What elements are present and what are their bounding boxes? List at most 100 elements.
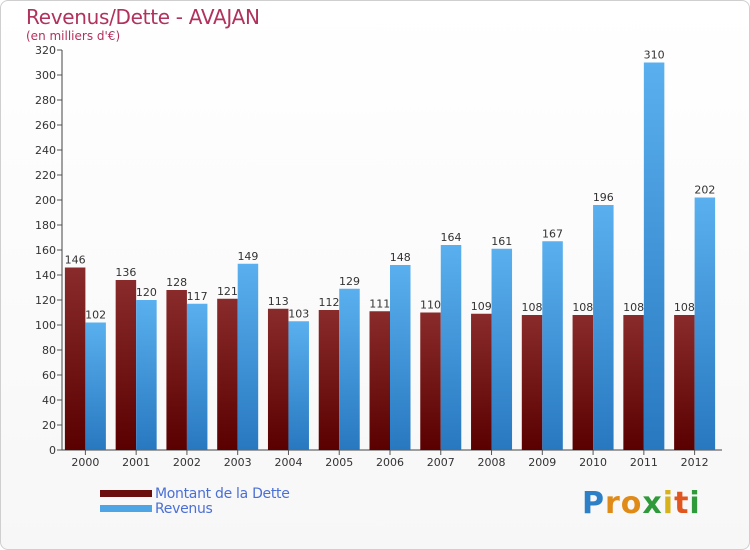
data-label: 202 — [694, 184, 715, 197]
y-tick-label: 140 — [35, 269, 56, 282]
data-label: 109 — [471, 300, 492, 313]
y-tick-label: 100 — [35, 319, 56, 332]
data-label: 167 — [542, 227, 563, 240]
data-label: 136 — [115, 266, 136, 279]
y-tick-label: 280 — [35, 94, 56, 107]
legend-item-debt: Montant de la Dette — [100, 485, 290, 502]
bar-dette — [217, 298, 238, 450]
bar-revenus — [440, 245, 462, 450]
data-label: 129 — [339, 275, 360, 288]
legend-label-revenus: Revenus — [155, 500, 213, 517]
y-tick-label: 0 — [49, 444, 56, 457]
bar-revenus — [85, 322, 106, 450]
y-tick-label: 200 — [35, 194, 56, 207]
data-label: 120 — [136, 286, 157, 299]
x-tick-label: 2005 — [325, 456, 353, 469]
data-label: 146 — [65, 254, 86, 267]
bar-revenus — [136, 300, 157, 450]
logo-letter: i — [662, 486, 675, 521]
logo-letter: x — [642, 486, 663, 521]
logo-letter: t — [674, 486, 690, 521]
data-label: 108 — [572, 301, 593, 314]
bar-dette — [267, 308, 289, 450]
bar-dette — [572, 315, 594, 450]
data-label: 128 — [166, 276, 187, 289]
y-tick-label: 220 — [35, 169, 56, 182]
x-tick-label: 2009 — [528, 456, 556, 469]
bar-dette — [674, 315, 695, 450]
bar-dette — [115, 280, 137, 450]
bar-revenus — [339, 288, 360, 450]
data-label: 113 — [268, 295, 289, 308]
bar-dette — [318, 310, 340, 450]
bar-revenus — [390, 265, 411, 450]
y-tick-label: 60 — [42, 369, 56, 382]
data-label: 112 — [318, 296, 339, 309]
bar-revenus — [593, 205, 614, 450]
x-tick-label: 2008 — [478, 456, 506, 469]
legend-swatch-debt — [100, 490, 152, 497]
y-tick-label: 260 — [35, 119, 56, 132]
chart-legend: Montant de la Dette Revenus — [100, 485, 290, 517]
chart-title: Revenus/Dette - AVAJAN — [26, 5, 260, 29]
logo-letter: o — [620, 486, 643, 521]
bar-revenus — [186, 303, 208, 450]
data-label: 121 — [217, 285, 238, 298]
x-tick-label: 2004 — [274, 456, 302, 469]
data-label: 108 — [623, 301, 644, 314]
legend-item-revenus: Revenus — [100, 500, 290, 517]
data-label: 110 — [420, 299, 441, 312]
bar-dette — [521, 315, 543, 450]
data-label: 108 — [674, 301, 695, 314]
x-tick-label: 2010 — [579, 456, 607, 469]
x-tick-label: 2006 — [376, 456, 404, 469]
data-label: 149 — [237, 250, 258, 263]
x-tick-label: 2001 — [122, 456, 150, 469]
y-tick-label: 160 — [35, 244, 56, 257]
bar-revenus — [237, 263, 259, 450]
y-tick-label: 180 — [35, 219, 56, 232]
bar-dette — [369, 311, 390, 450]
x-tick-label: 2002 — [173, 456, 201, 469]
y-tick-label: 240 — [35, 144, 56, 157]
bar-dette — [471, 313, 492, 450]
bar-revenus — [643, 62, 665, 450]
x-tick-label: 2007 — [427, 456, 455, 469]
data-label: 310 — [644, 49, 665, 62]
bar-dette — [623, 315, 644, 450]
chart-subtitle: (en milliers d'€) — [26, 29, 121, 43]
data-label: 148 — [390, 251, 411, 264]
data-label: 117 — [187, 290, 208, 303]
logo-letter: r — [605, 486, 621, 521]
logo-letter: i — [689, 486, 701, 521]
bar-revenus — [491, 248, 513, 450]
data-label: 164 — [441, 231, 462, 244]
y-tick-label: 320 — [35, 44, 56, 57]
legend-swatch-revenus — [100, 505, 152, 512]
x-tick-label: 2003 — [224, 456, 252, 469]
bar-dette — [420, 312, 441, 450]
bar-revenus — [542, 241, 563, 450]
logo-letter: P — [582, 486, 605, 521]
data-label: 102 — [85, 309, 106, 322]
x-tick-label: 2000 — [71, 456, 99, 469]
y-tick-label: 120 — [35, 294, 56, 307]
y-tick-label: 80 — [42, 344, 56, 357]
proxiti-logo: Proxiti — [582, 486, 701, 521]
data-label: 196 — [593, 191, 614, 204]
data-label: 108 — [522, 301, 543, 314]
data-label: 111 — [369, 297, 390, 310]
legend-label-debt: Montant de la Dette — [155, 485, 290, 502]
x-tick-label: 2011 — [630, 456, 658, 469]
bar-revenus — [694, 197, 716, 450]
x-tick-label: 2012 — [681, 456, 709, 469]
bar-dette — [64, 267, 86, 450]
y-tick-label: 40 — [42, 394, 56, 407]
bar-dette — [166, 290, 187, 450]
bar-revenus — [288, 321, 309, 450]
data-label: 103 — [288, 307, 309, 320]
data-label: 161 — [491, 235, 512, 248]
y-tick-label: 20 — [42, 419, 56, 432]
